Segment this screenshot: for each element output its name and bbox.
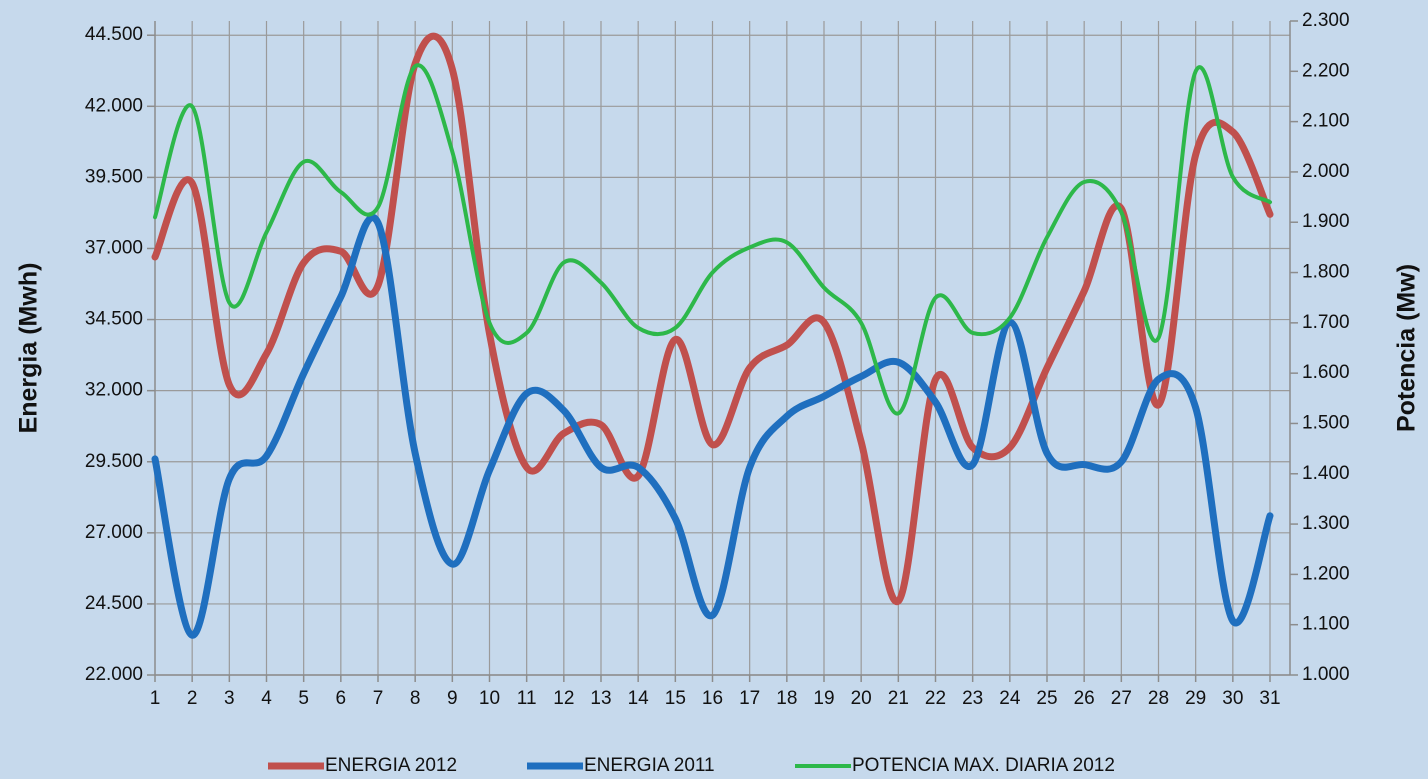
y2-tick-label: 1.100 [1302,614,1350,635]
x-tick-label: 26 [1074,688,1095,709]
x-tick-label: 17 [739,688,760,709]
y-tick-label: 39.500 [85,166,143,187]
x-tick-label: 24 [999,688,1021,709]
y-axis-title: Energia (Mwh) [15,263,43,434]
x-tick-label: 6 [336,688,347,709]
y2-tick-label: 2.300 [1302,10,1350,31]
y2-tick-label: 1.200 [1302,563,1350,584]
x-tick-label: 20 [851,688,872,709]
x-tick-label: 29 [1185,688,1206,709]
y-tick-label: 42.000 [85,95,143,116]
y2-tick-label: 2.100 [1302,111,1350,132]
y2-tick-label: 1.700 [1302,312,1350,333]
series-line [151,214,1274,639]
y2-tick-label: 1.400 [1302,463,1350,484]
y2-tick-label: 1.500 [1302,412,1350,433]
x-tick-label: 31 [1259,688,1280,709]
series-line [151,32,1274,605]
x-tick-label: 18 [776,688,797,709]
y2-axis-title: Potencia (Mw) [1393,264,1421,432]
y2-tick-label: 1.600 [1302,362,1350,383]
x-tick-label: 2 [187,688,198,709]
x-tick-label: 27 [1111,688,1132,709]
x-tick-label: 5 [298,688,309,709]
x-tick-label: 16 [702,688,723,709]
y-tick-label: 29.500 [85,451,143,472]
y2-tick-label: 1.800 [1302,262,1350,283]
y-tick-label: 34.500 [85,309,143,330]
x-tick-label: 30 [1222,688,1243,709]
x-tick-label: 8 [410,688,421,709]
y-tick-label: 27.000 [85,522,143,543]
legend-label: ENERGIA 2012 [325,755,457,776]
y-tick-label: 44.500 [85,24,143,45]
x-tick-label: 15 [665,688,686,709]
legend-label: ENERGIA 2011 [584,755,715,776]
x-tick-label: 11 [517,688,537,709]
x-tick-label: 10 [479,688,500,709]
y2-tick-label: 1.900 [1302,211,1350,232]
x-tick-label: 4 [261,688,272,709]
y2-tick-label: 1.300 [1302,513,1350,534]
y-tick-label: 32.000 [85,380,143,401]
x-tick-label: 1 [150,688,161,709]
x-tick-label: 7 [373,688,384,709]
y-tick-label: 24.500 [85,593,143,614]
x-tick-label: 28 [1148,688,1169,709]
x-tick-label: 3 [224,688,235,709]
x-tick-label: 14 [628,688,650,709]
x-tick-label: 25 [1036,688,1057,709]
series-line [153,63,1272,416]
x-tick-label: 22 [925,688,946,709]
y-tick-label: 22.000 [85,664,143,685]
x-tick-label: 19 [813,688,834,709]
y2-tick-label: 1.000 [1302,664,1350,685]
y-tick-label: 37.000 [85,237,143,258]
x-tick-label: 21 [888,688,909,709]
x-tick-label: 9 [447,688,458,709]
x-tick-label: 12 [553,688,574,709]
x-tick-label: 13 [590,688,611,709]
y2-tick-label: 2.200 [1302,60,1350,81]
y2-tick-label: 2.000 [1302,161,1350,182]
legend-label: POTENCIA MAX. DIARIA 2012 [852,755,1115,776]
x-tick-label: 23 [962,688,983,709]
